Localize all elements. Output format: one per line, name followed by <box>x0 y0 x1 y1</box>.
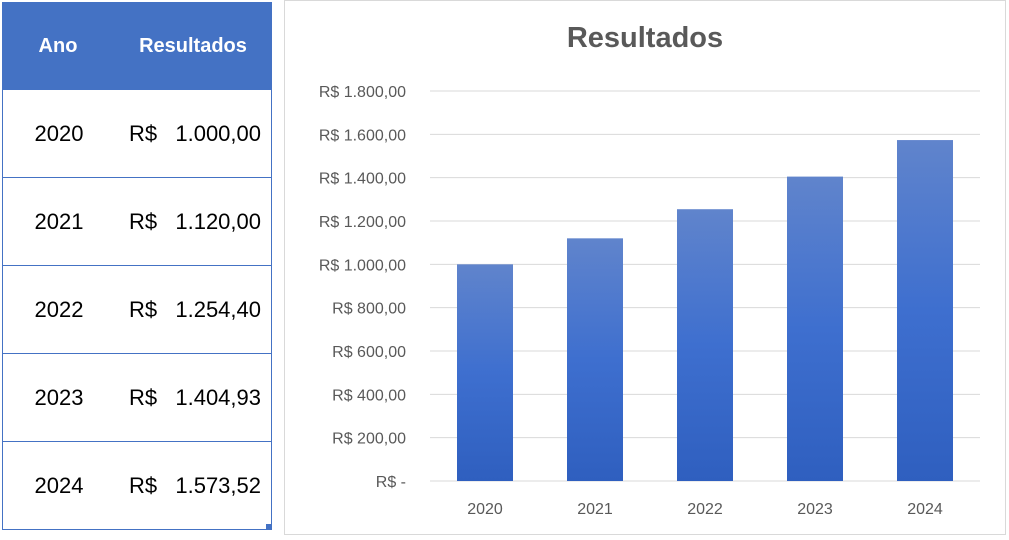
cell-year[interactable]: 2023 <box>34 385 84 410</box>
x-tick-label: 2020 <box>467 501 503 518</box>
x-tick-label: 2022 <box>687 501 723 518</box>
cell-year[interactable]: 2020 <box>34 121 84 146</box>
cell-currency: R$ <box>129 297 158 322</box>
cell-value[interactable]: 1.573,52 <box>175 473 261 498</box>
y-tick-label: R$ 1.000,00 <box>319 257 406 274</box>
y-tick-label: R$ 600,00 <box>332 344 406 361</box>
table-header: Ano Resultados <box>2 2 272 90</box>
chart-area[interactable] <box>284 0 1006 535</box>
cell-currency: R$ <box>129 209 158 234</box>
table-row[interactable]: 2022 R$ 1.254,40 <box>2 266 272 354</box>
y-tick-label: R$ 200,00 <box>332 431 406 448</box>
table-row[interactable]: 2020 R$ 1.000,00 <box>2 90 272 178</box>
table-row[interactable]: 2023 R$ 1.404,93 <box>2 354 272 442</box>
chart-title[interactable]: Resultados <box>566 22 724 54</box>
x-tick-label: 2023 <box>797 501 833 518</box>
y-tick-label: R$ 800,00 <box>332 301 406 318</box>
cell-year[interactable]: 2024 <box>34 473 84 498</box>
y-tick-label: R$ 400,00 <box>332 387 406 404</box>
cell-value[interactable]: 1.000,00 <box>175 121 261 146</box>
y-tick-label: R$ - <box>376 474 406 491</box>
cell-value[interactable]: 1.120,00 <box>175 209 261 234</box>
cell-year[interactable]: 2022 <box>34 297 84 322</box>
bar-2023[interactable] <box>787 176 843 481</box>
bar-2022[interactable] <box>677 209 733 482</box>
cell-year[interactable]: 2021 <box>34 209 84 234</box>
header-ano[interactable]: Ano <box>38 35 78 57</box>
y-tick-label: R$ 1.400,00 <box>319 171 406 188</box>
cell-value[interactable]: 1.404,93 <box>175 385 261 410</box>
table-row[interactable]: 2021 R$ 1.120,00 <box>2 178 272 266</box>
y-tick-label: R$ 1.800,00 <box>319 84 406 101</box>
y-tick-label: R$ 1.600,00 <box>319 127 406 144</box>
cell-currency: R$ <box>129 473 158 498</box>
bar-2021[interactable] <box>567 238 623 481</box>
x-tick-label: 2021 <box>577 501 613 518</box>
results-table: Ano Resultados 2020 R$ 1.000,00 2021 R$ … <box>2 2 272 530</box>
bar-2020[interactable] <box>457 264 513 481</box>
x-tick-label: 2024 <box>907 501 943 518</box>
cell-currency: R$ <box>129 385 158 410</box>
cell-currency: R$ <box>129 121 158 146</box>
selection-resize-handle[interactable] <box>266 524 272 530</box>
cell-value[interactable]: 1.254,40 <box>175 297 261 322</box>
table-row[interactable]: 2024 R$ 1.573,52 <box>2 442 272 530</box>
bar-2024[interactable] <box>897 140 953 481</box>
y-tick-label: R$ 1.200,00 <box>319 214 406 231</box>
header-resultados[interactable]: Resultados <box>139 35 247 57</box>
